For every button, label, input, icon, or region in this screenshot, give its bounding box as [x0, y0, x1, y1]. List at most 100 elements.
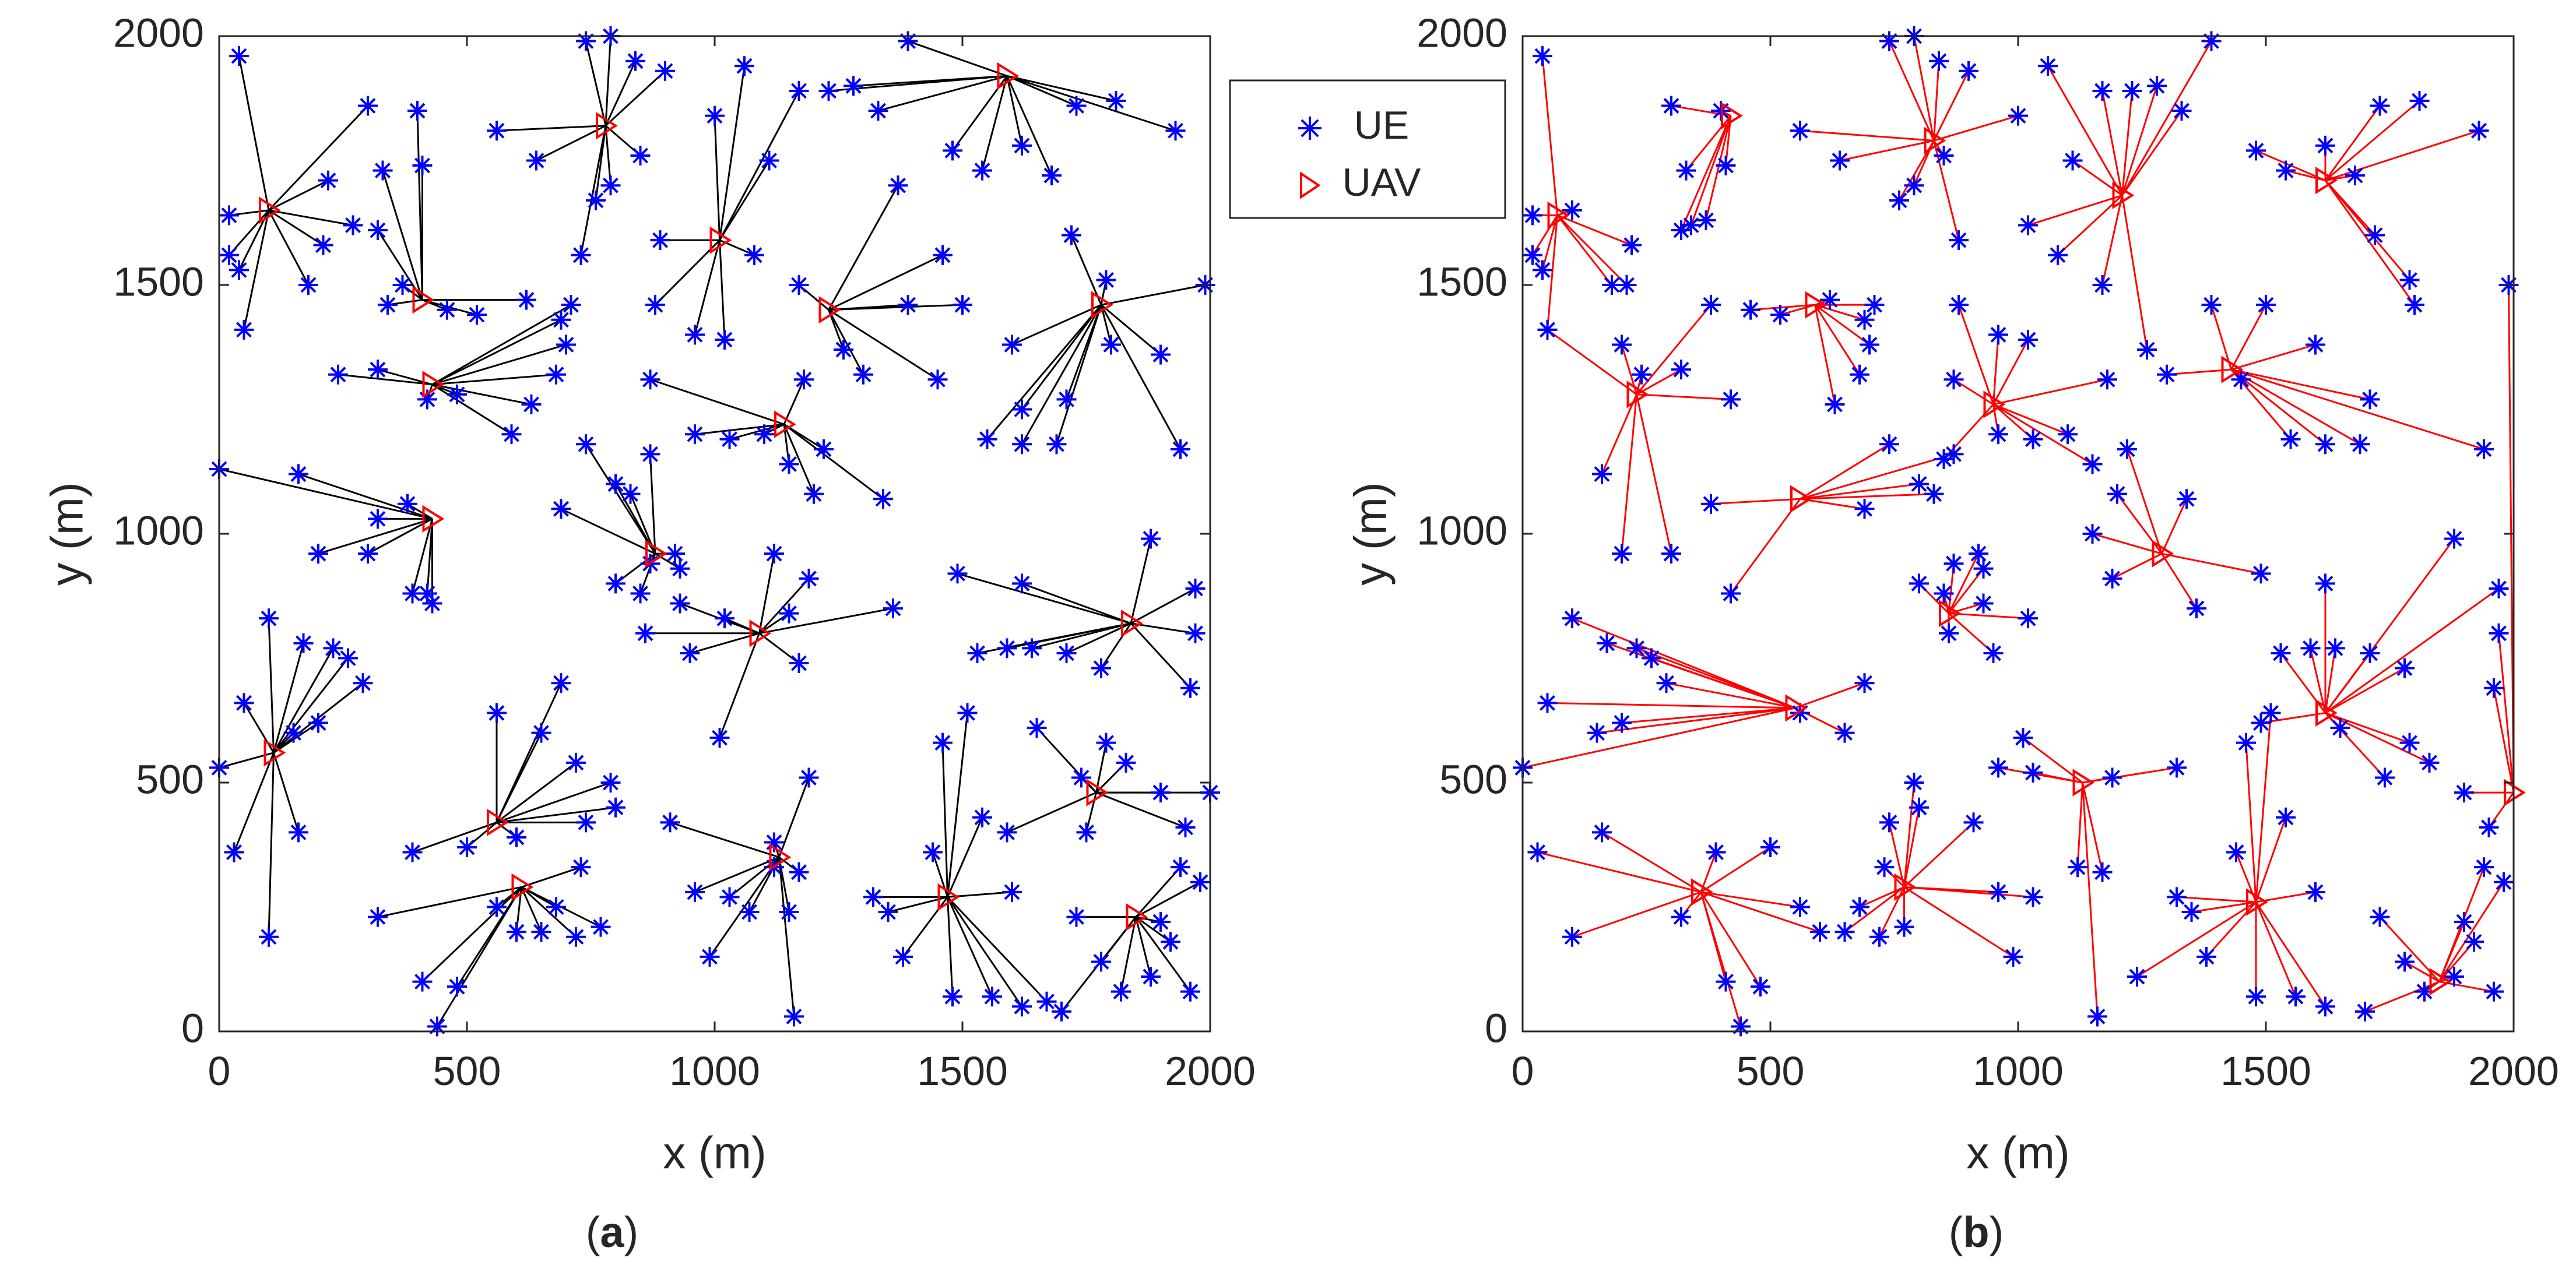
panel-b-ue-point-12-10: [1854, 673, 1875, 693]
panel-b-ue-point-8-8: [2474, 439, 2494, 459]
panel-a-ue-point-10-7: [799, 568, 819, 589]
panel-a-ue-point-16-7: [789, 862, 809, 882]
panel-b-link-9-0: [1710, 498, 1801, 505]
panel-a-ue-point-10-5: [789, 653, 809, 674]
panel-a-ue-point-4-6: [789, 80, 809, 101]
panel-b-ue-point-10-5: [2102, 568, 2122, 589]
panel-a-ue-point-4-0: [645, 295, 665, 315]
panel-a-ue-point-4-3: [715, 329, 735, 350]
panel-a-ue-point-3-6: [655, 61, 675, 81]
panel-a-ue-point-15-4: [487, 897, 507, 917]
panel-a-link-2-9: [431, 319, 562, 386]
panel-b-link-17-10: [1903, 886, 2014, 958]
panel-b-ue-point-10-6: [2187, 598, 2206, 619]
panel-a-ue-point-19-8: [1161, 932, 1180, 952]
panel-b-link-0-7: [1556, 214, 1628, 286]
panel-a-ue-point-1-4: [392, 275, 413, 295]
panel-a-ue-point-13-11: [289, 822, 308, 843]
panel-b-ue-point-4-5: [2469, 121, 2489, 141]
panel-b-ytick-label-3: 1500: [1417, 259, 1507, 304]
panel-a-link-19-6: [1135, 867, 1182, 918]
panel-a-link-5-10: [1007, 75, 1176, 132]
panel-b-link-12-8: [1621, 707, 1795, 724]
panel-b-ue-point-11-6: [1973, 558, 1994, 579]
panel-b-ue-point-6-1: [1770, 305, 1790, 325]
panel-a-ue-point-11-7: [1171, 439, 1190, 459]
panel-b-link-16-9: [1700, 891, 1821, 933]
panel-b-link-0-3: [1541, 215, 1558, 270]
panel-a-link-11-7: [1100, 304, 1182, 450]
panel-a-ue-point-2-3: [447, 384, 467, 404]
panel-a-ue-point-16-3: [700, 946, 720, 967]
panel-a-ue-point-10-4: [779, 603, 799, 624]
panel-a-ue-point-5-3: [898, 31, 918, 51]
panel-b-link-10-3: [2092, 533, 2162, 555]
legend-label-ue: UE: [1354, 103, 1409, 147]
panel-b-link-11-6: [1948, 568, 1984, 614]
panel-a-link-8-1: [298, 473, 433, 520]
panel-a-link-10-3: [724, 617, 760, 635]
panel-a-ue-point-5-0: [818, 80, 839, 101]
panel-b-ue-point-14-3: [2102, 767, 2122, 788]
panel-b-ue-point-14-1: [2023, 762, 2043, 783]
panel-b-ue-point-0-2: [1523, 245, 1542, 265]
panel-b-link-15-2: [2498, 633, 2515, 793]
panel-a-ue-point-15-9: [571, 857, 591, 878]
panel-b-ue-point-16-4: [1706, 842, 1726, 862]
panel-a-ue-point-9-3: [620, 484, 641, 504]
panel-b-uav-point-14: [2072, 769, 2095, 797]
panel-a-link-13-5: [273, 657, 349, 753]
panel-b-link-7-6: [1992, 334, 1999, 405]
panel-b-link-16-10: [1700, 846, 1771, 893]
panel-a-ytick-label-3: 1500: [113, 259, 204, 304]
panel-b-xtick-label-4: 2000: [2468, 1048, 2559, 1094]
panel-b-ue-point-17-7: [1904, 773, 1924, 792]
panel-a-link-5-2: [878, 75, 1007, 112]
panel-a-link-12-0: [957, 572, 1131, 625]
panel-b-link-18-5: [2255, 817, 2287, 903]
panel-a-ue-point-4-2: [685, 325, 705, 345]
panel-b-ue-point-4-3: [2370, 96, 2390, 116]
panel-a-link-14-0: [412, 821, 497, 853]
panel-a-ue-point-1-1: [372, 160, 393, 181]
panel-a-ue-point-0-7: [343, 215, 363, 235]
panel-a-link-8-0: [219, 468, 433, 520]
panel-a-ue-point-4-5: [759, 150, 779, 171]
panel-a-ue-point-11-5: [1101, 334, 1121, 355]
panel-b-link-13-1: [2310, 648, 2327, 713]
panel-b-link-8-4: [2231, 368, 2370, 400]
panel-a-ue-point-11-4: [1046, 434, 1067, 455]
panel-a-ue-point-15-8: [591, 917, 611, 937]
panel-b-ue-point-19-8: [2464, 932, 2484, 952]
panel-b-link-0-2: [1531, 214, 1558, 256]
panel-b-uav-point-4: [2315, 167, 2338, 195]
panel-b-link-7-3: [1992, 403, 2068, 435]
panel-b-ue-point-9-5: [1924, 484, 1944, 504]
panel-b-link-18-0: [2176, 896, 2257, 903]
panel-a-link-17-6: [947, 896, 993, 997]
panel-b-ue-point-18-1: [2181, 902, 2202, 922]
panel-b-link-14-2: [1998, 766, 2083, 784]
panel-a-ue-point-14-2: [487, 703, 507, 723]
panel-b-ue-point-5-7: [1612, 334, 1632, 355]
panel-a-link-12-6: [1130, 538, 1152, 624]
panel-b-link-1-5: [1705, 115, 1732, 221]
panel-a-ue-point-0-8: [318, 170, 338, 191]
panel-b-ytick-label-0: 0: [1485, 1005, 1507, 1051]
panel-a-ue-point-7-6: [804, 484, 824, 504]
panel-b-link-2-0: [1800, 129, 1934, 142]
panel-b-ue-point-7-5: [1949, 295, 1969, 315]
panel-b-ue-point-8-0: [2157, 364, 2177, 385]
panel-b-link-3-3: [2121, 90, 2133, 196]
panel-a-ue-point-12-3: [1012, 573, 1032, 594]
panel-b-ue-point-5-6: [1721, 389, 1741, 410]
panel-a-ue-point-10-1: [670, 593, 690, 614]
panel-a-link-12-10: [1100, 622, 1132, 669]
panel-b-ue-point-13-4: [2360, 643, 2380, 663]
panel-b-links: [1522, 36, 2515, 1027]
panel-a-ue-point-5-4: [943, 140, 962, 161]
panel-a-plot: 0 500 1000 1500 2000 0 500 1000 1500 2000 x (m) y (…: [41, 10, 1256, 1178]
panel-a-link-13-10: [268, 752, 275, 937]
panel-a-link-11-6: [1101, 304, 1161, 355]
panel-b-ue-point-5-3: [1661, 544, 1681, 564]
